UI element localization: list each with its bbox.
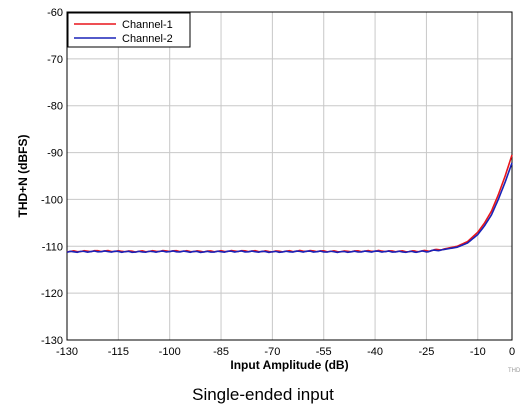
x-tick-label: -115 [108, 346, 129, 358]
series-group [66, 154, 513, 254]
y-tick-label: -110 [42, 241, 63, 253]
x-axis: -130 -115 -100 -85 -70 -55 -40 -25 -10 0 [56, 346, 515, 358]
x-axis-label: Input Amplitude (dB) [230, 358, 348, 372]
y-tick-label: -130 [41, 335, 63, 347]
y-tick-label: -80 [47, 101, 63, 113]
x-tick-label: -130 [56, 346, 78, 358]
x-tick-label: -55 [316, 346, 332, 358]
x-tick-label: 0 [509, 346, 515, 358]
thd-chart: -130 -115 -100 -85 -70 -55 -40 -25 -10 0 -60-70-8… [16, 7, 521, 374]
x-tick-label: -70 [264, 346, 280, 358]
legend-label: Channel-2 [122, 33, 173, 45]
series-line-2 [66, 162, 513, 254]
y-tick-label: -60 [47, 7, 63, 19]
legend-label: Channel-1 [122, 19, 173, 31]
x-tick-label: -40 [367, 346, 383, 358]
y-tick-label: -100 [41, 194, 63, 206]
grid [67, 12, 512, 340]
x-tick-label: -25 [418, 346, 434, 358]
y-tick-label: -120 [41, 288, 63, 300]
y-tick-label: -90 [47, 148, 63, 160]
legend-box [67, 12, 191, 48]
plot-frame [66, 11, 513, 341]
y-axis-label: THD+N (dBFS) [16, 135, 30, 218]
y-tick-label: -70 [47, 54, 63, 66]
y-axis: -60 -70 -80 -90 -100 -110 -120 -130 [41, 7, 63, 347]
watermark: THD [508, 368, 521, 374]
x-tick-label: -100 [159, 346, 181, 358]
figure-caption: Single-ended input [192, 385, 334, 404]
legend: Channel-1 Channel-2 [67, 12, 191, 48]
x-tick-label: -10 [470, 346, 486, 358]
series-line-1 [66, 154, 513, 253]
x-tick-label: -85 [213, 346, 229, 358]
